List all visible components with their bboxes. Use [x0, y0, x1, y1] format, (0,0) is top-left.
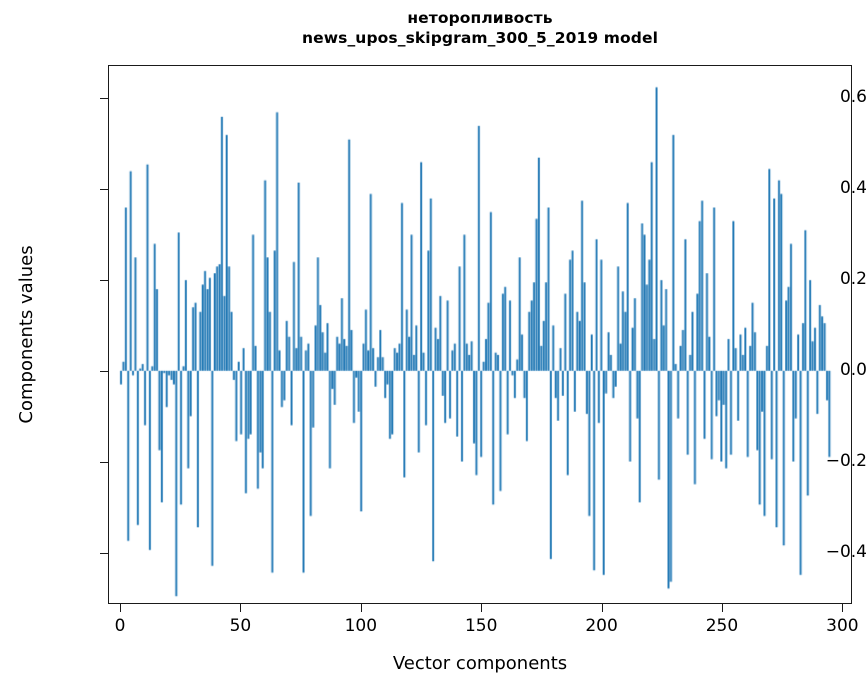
x-axis-label: Vector components [392, 653, 568, 674]
y-axis-tick [100, 188, 108, 190]
x-axis-tick [360, 604, 362, 612]
x-axis-tick [240, 604, 242, 612]
x-axis-tick-label: 150 [464, 616, 498, 636]
y-axis-label: Components values [16, 245, 37, 424]
chart-title: неторопливость news_upos_skipgram_300_5_… [108, 8, 852, 48]
y-axis-tick-label: −0.2 [825, 450, 867, 471]
x-axis-tick-label: 50 [229, 616, 252, 636]
y-axis-tick-label: 0.6 [839, 86, 867, 107]
x-axis-tick-label: 100 [344, 616, 378, 636]
y-axis-tick [100, 370, 108, 372]
x-axis-tick [601, 604, 603, 612]
y-axis-tick [100, 461, 108, 463]
x-axis-tick [481, 604, 483, 612]
y-axis-tick [100, 553, 108, 554]
x-axis-tick-label: 300 [826, 616, 859, 636]
x-axis-tick [721, 604, 723, 612]
x-axis-tick-label: 200 [585, 616, 618, 636]
y-axis-tick-label: −0.4 [825, 542, 867, 562]
y-axis-tick [100, 279, 108, 281]
x-axis-tick-label: 0 [114, 616, 126, 636]
chart-title-line-1: неторопливость [407, 9, 553, 27]
y-axis-tick-label: 0.4 [839, 177, 867, 198]
x-axis-tick [120, 604, 122, 612]
bar-series-canvas [109, 66, 851, 603]
y-axis-tick-label: 0.0 [839, 359, 867, 380]
y-axis-tick [100, 97, 108, 99]
chart-title-line-2: news_upos_skipgram_300_5_2019 model [301, 29, 659, 47]
y-axis-tick-label: 0.2 [839, 268, 867, 289]
plot-axes [108, 65, 852, 604]
x-axis-tick-label: 250 [705, 616, 739, 636]
x-axis-tick [842, 604, 844, 612]
